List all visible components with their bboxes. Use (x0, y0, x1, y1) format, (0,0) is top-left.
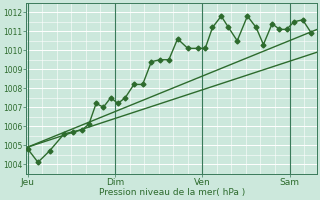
X-axis label: Pression niveau de la mer( hPa ): Pression niveau de la mer( hPa ) (99, 188, 245, 197)
